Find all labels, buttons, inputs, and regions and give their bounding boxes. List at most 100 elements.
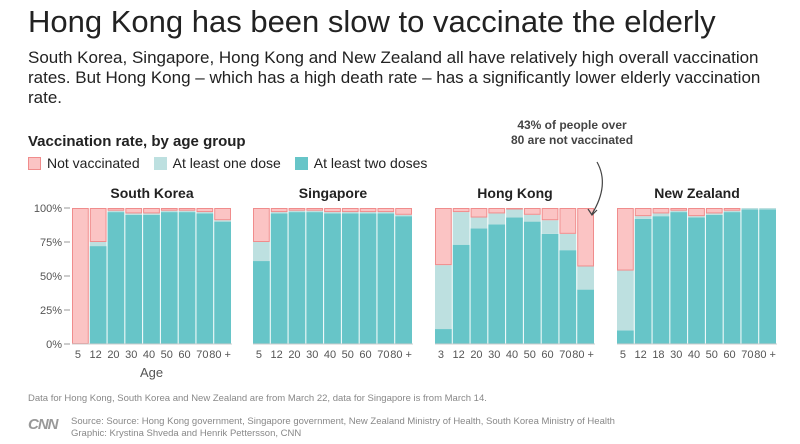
bar-new-zealand-two-doses <box>617 330 634 344</box>
bar-new-zealand-one-dose <box>652 213 670 217</box>
annotation-arrow-head <box>587 208 598 216</box>
bar-hong-kong-one-dose <box>577 266 594 290</box>
annotation-hong-kong-80: 43% of people over 80 are not vaccinated <box>510 118 634 147</box>
bar-singapore-two-doses <box>306 212 324 344</box>
bar-singapore-two-doses <box>341 213 359 344</box>
legend-swatch-not-vaccinated <box>28 156 41 170</box>
x-tick-label-south-korea: 40 <box>143 349 155 361</box>
x-tick-label-singapore: 40 <box>324 349 336 361</box>
legend-swatch-one-dose <box>153 156 167 170</box>
legend-one-dose: At least one dose <box>153 155 281 171</box>
bar-singapore-not-vaccinated <box>288 208 306 211</box>
x-tick-label-south-korea: 50 <box>161 349 173 361</box>
bar-singapore-not-vaccinated <box>395 208 413 215</box>
x-tick-label-new-zealand: 50 <box>706 349 718 361</box>
legend-not-vaccinated: Not vaccinated <box>28 155 140 171</box>
bar-south-korea-one-dose <box>196 212 214 214</box>
bar-singapore-two-doses <box>359 213 377 344</box>
panel-title-singapore: Singapore <box>299 185 368 201</box>
bar-south-korea-two-doses <box>196 213 214 344</box>
bar-south-korea-not-vaccinated <box>196 208 214 213</box>
x-tick-label-hong-kong: 70 <box>559 349 571 361</box>
bar-new-zealand-not-vaccinated <box>670 208 688 211</box>
bar-south-korea-one-dose <box>160 210 178 213</box>
bar-new-zealand-two-doses <box>670 212 688 344</box>
x-tick-label-south-korea: 70 <box>196 349 208 361</box>
bar-new-zealand-not-vaccinated <box>705 208 723 214</box>
bar-hong-kong-not-vaccinated <box>488 208 506 214</box>
x-tick-label-south-korea: 80 + <box>209 349 231 361</box>
bar-hong-kong-one-dose <box>488 213 506 225</box>
panel-title-south-korea: South Korea <box>110 185 193 201</box>
bar-singapore-two-doses <box>377 213 395 344</box>
bar-south-korea-two-doses <box>143 214 160 344</box>
bar-new-zealand-one-dose <box>741 208 759 210</box>
y-tick-label: 100% <box>34 203 62 215</box>
bar-south-korea-two-doses <box>160 212 178 344</box>
bar-south-korea-two-doses <box>214 221 231 344</box>
bar-south-korea-two-doses <box>89 246 107 344</box>
bar-hong-kong-one-dose <box>541 220 559 234</box>
bar-new-zealand-one-dose <box>759 208 776 210</box>
bar-new-zealand-one-dose <box>634 216 652 219</box>
x-tick-label-singapore: 12 <box>271 349 283 361</box>
x-tick-label-singapore: 20 <box>288 349 300 361</box>
x-tick-label-hong-kong: 30 <box>488 349 500 361</box>
x-tick-label-singapore: 50 <box>342 349 354 361</box>
bar-south-korea-one-dose <box>178 210 196 213</box>
bar-new-zealand-one-dose <box>670 210 688 213</box>
x-tick-label-hong-kong: 12 <box>453 349 465 361</box>
x-tick-label-singapore: 5 <box>256 349 262 361</box>
panel-title-hong-kong: Hong Kong <box>477 185 552 201</box>
bar-south-korea-not-vaccinated <box>214 208 232 221</box>
bar-hong-kong-two-doses <box>541 233 559 344</box>
x-tick-label-south-korea: 60 <box>178 349 190 361</box>
bar-singapore-one-dose <box>253 242 270 262</box>
bar-south-korea-not-vaccinated <box>72 208 89 344</box>
bar-singapore-not-vaccinated <box>306 208 324 211</box>
bar-singapore-two-doses <box>288 212 306 344</box>
x-tick-label-new-zealand: 30 <box>670 349 682 361</box>
bar-new-zealand-not-vaccinated <box>688 208 705 217</box>
bar-new-zealand-not-vaccinated <box>634 208 652 217</box>
bar-hong-kong-two-doses <box>452 244 470 344</box>
bar-new-zealand-one-dose <box>688 216 705 218</box>
y-tick-label: 50% <box>40 271 62 283</box>
x-tick-label-new-zealand: 80 + <box>754 349 776 361</box>
x-tick-label-new-zealand: 18 <box>652 349 664 361</box>
bar-hong-kong-two-doses <box>506 217 523 344</box>
bar-new-zealand-two-doses <box>741 209 759 344</box>
bar-singapore-two-doses <box>395 216 412 344</box>
legend-two-doses: At least two doses <box>294 155 427 171</box>
y-tick-label: 0% <box>46 339 62 351</box>
bar-south-korea-two-doses <box>125 214 143 344</box>
bar-new-zealand-two-doses <box>705 214 723 344</box>
bar-singapore-not-vaccinated <box>270 208 288 213</box>
bar-hong-kong-not-vaccinated <box>506 208 523 210</box>
bar-hong-kong-one-dose <box>470 217 488 229</box>
x-tick-label-new-zealand: 5 <box>620 349 626 361</box>
bar-new-zealand-one-dose <box>617 270 634 331</box>
source-block: Source: Source: Hong Kong government, Si… <box>71 416 615 440</box>
x-tick-label-hong-kong: 3 <box>438 349 444 361</box>
annotation-arrow <box>591 161 603 215</box>
footnote: Data for Hong Kong, South Korea and New … <box>28 393 487 404</box>
bar-new-zealand-two-doses <box>652 216 670 344</box>
x-tick-label-singapore: 70 <box>377 349 389 361</box>
source-text: Source: Source: Hong Kong government, Si… <box>71 416 615 427</box>
bar-singapore-not-vaccinated <box>253 208 270 242</box>
x-tick-label-singapore: 80 + <box>390 349 412 361</box>
bar-new-zealand-not-vaccinated <box>723 208 741 211</box>
bar-south-korea-one-dose <box>143 213 160 215</box>
bar-new-zealand-two-doses <box>634 218 652 344</box>
x-tick-label-new-zealand: 40 <box>688 349 700 361</box>
bar-hong-kong-two-doses <box>488 224 506 344</box>
x-tick-label-hong-kong: 80 + <box>572 349 594 361</box>
legend-label-one-dose: At least one dose <box>172 155 281 171</box>
bar-singapore-one-dose <box>341 212 359 214</box>
bar-singapore-one-dose <box>270 212 288 214</box>
x-tick-label-south-korea: 30 <box>125 349 137 361</box>
bar-hong-kong-not-vaccinated <box>470 208 488 218</box>
bar-singapore-one-dose <box>324 212 341 214</box>
